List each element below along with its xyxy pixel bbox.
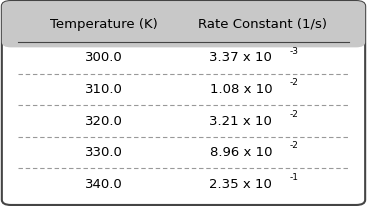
Text: 300.0: 300.0 <box>85 52 123 64</box>
Text: -3: -3 <box>290 47 298 56</box>
Text: 330.0: 330.0 <box>85 146 123 159</box>
Text: -2: -2 <box>290 142 298 150</box>
Text: 320.0: 320.0 <box>85 115 123 128</box>
Text: 310.0: 310.0 <box>85 83 123 96</box>
FancyBboxPatch shape <box>2 1 365 47</box>
Text: -2: -2 <box>290 78 298 87</box>
Text: 3.21 x 10: 3.21 x 10 <box>210 115 272 128</box>
Text: 1.08 x 10: 1.08 x 10 <box>210 83 272 96</box>
Text: -2: -2 <box>290 110 298 119</box>
Text: Rate Constant (1/s): Rate Constant (1/s) <box>198 18 327 31</box>
Text: 2.35 x 10: 2.35 x 10 <box>210 178 272 191</box>
Text: -1: -1 <box>290 173 298 182</box>
Text: 340.0: 340.0 <box>85 178 123 191</box>
FancyBboxPatch shape <box>2 1 365 205</box>
Bar <box>11 24 356 42</box>
Text: 3.37 x 10: 3.37 x 10 <box>210 52 272 64</box>
Text: 8.96 x 10: 8.96 x 10 <box>210 146 272 159</box>
Text: Temperature (K): Temperature (K) <box>50 18 158 31</box>
